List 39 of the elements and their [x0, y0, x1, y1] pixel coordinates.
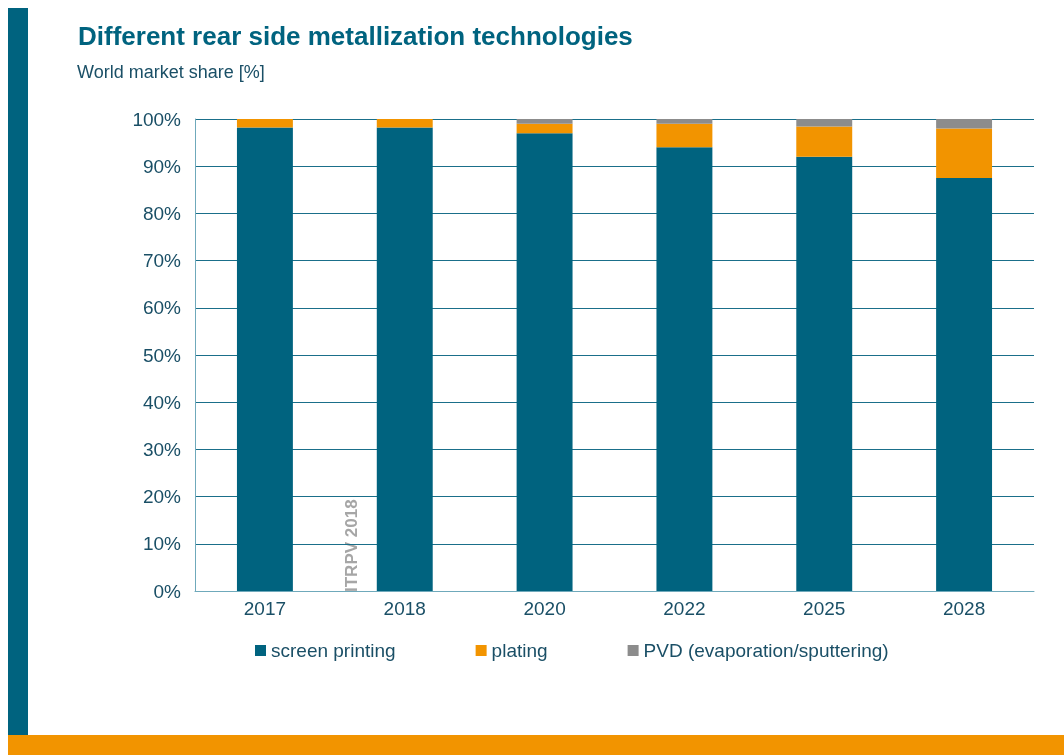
y-tick-label: 70%: [142, 250, 182, 272]
legend-label: plating: [491, 640, 548, 661]
y-tick-label: 60%: [142, 297, 182, 319]
bar: [236, 127, 293, 591]
legend-label: screen printing: [271, 640, 396, 661]
bar: [936, 119, 993, 129]
bar: [656, 147, 713, 591]
legend-label: PVD (evaporation/sputtering): [643, 640, 889, 661]
bar: [656, 123, 713, 148]
y-tick-label: 10%: [142, 533, 182, 555]
bar: [936, 128, 993, 178]
bar: [236, 119, 293, 128]
y-tick-label: 80%: [142, 202, 182, 224]
bar: [376, 119, 433, 128]
y-tick-label: 40%: [142, 391, 182, 413]
y-tick-label: 0%: [153, 580, 182, 602]
x-tick-label: 2022: [663, 598, 706, 619]
y-tick-label: 90%: [142, 155, 182, 177]
x-tick-label: 2028: [942, 598, 986, 619]
y-tick-label: 20%: [142, 486, 182, 508]
bar: [796, 126, 853, 157]
bar: [656, 119, 713, 124]
chart-subtitle: World market share [%]: [77, 62, 265, 82]
x-tick-label: 2020: [523, 598, 566, 619]
x-tick-label: 2018: [383, 598, 426, 619]
y-tick-label: 100%: [132, 108, 182, 130]
bar: [516, 133, 573, 591]
x-tick-label: 2025: [803, 598, 846, 619]
y-tick-label: 30%: [142, 438, 182, 460]
bar: [516, 123, 573, 134]
chart-title: Different rear side metallization technologies: [78, 21, 633, 51]
bar: [516, 119, 573, 124]
annotation: ITRPV 2018: [342, 499, 361, 592]
y-tick-label: 50%: [142, 344, 182, 366]
bar: [796, 119, 853, 127]
bar: [796, 156, 853, 591]
bar: [376, 127, 433, 591]
x-tick-label: 2017: [243, 598, 287, 619]
bar: [936, 178, 993, 591]
